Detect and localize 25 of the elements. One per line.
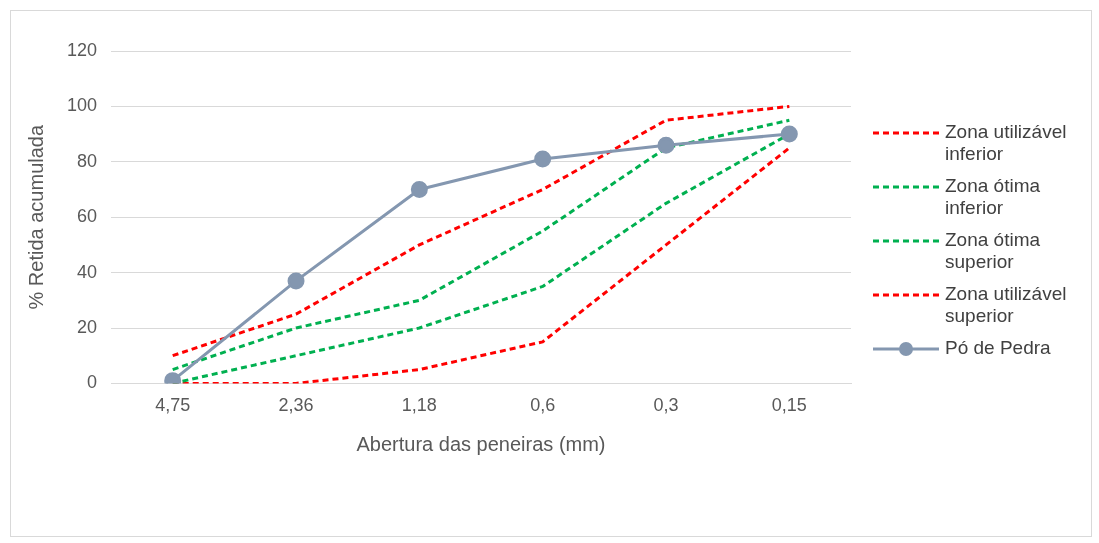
y-tick-label: 60 [77,206,98,227]
x-tick-label: 2,36 [278,395,314,416]
y-tick-label: 0 [87,372,98,393]
legend-label: Zona utilizável inferior [945,121,1068,165]
x-tick-label: 0,3 [653,395,679,416]
point [410,181,428,198]
point [657,136,675,154]
point [534,150,552,168]
point [780,125,798,143]
legend-label: Pó de Pedra [945,337,1051,359]
x-tick-label: 0,6 [530,395,556,416]
x-tick-label: 4,75 [155,395,191,416]
y-tick-label: 100 [66,95,98,116]
y-tick-label: 40 [77,261,98,282]
y-tick-label: 80 [77,150,98,171]
x-tick-label: 0,15 [771,395,807,416]
legend-label: Zona ótima superior [945,229,1042,273]
legend-label: Zona utilizável superior [945,283,1068,327]
y-tick-label: 20 [77,316,98,337]
y-axis-title: % Retida acumulada [24,124,47,310]
legend-label: Zona ótima inferior [945,175,1042,219]
x-axis-title: Abertura das peneiras (mm) [356,432,606,455]
x-tick-label: 1,18 [401,395,437,416]
y-tick-label: 120 [66,39,98,60]
point [287,272,305,290]
